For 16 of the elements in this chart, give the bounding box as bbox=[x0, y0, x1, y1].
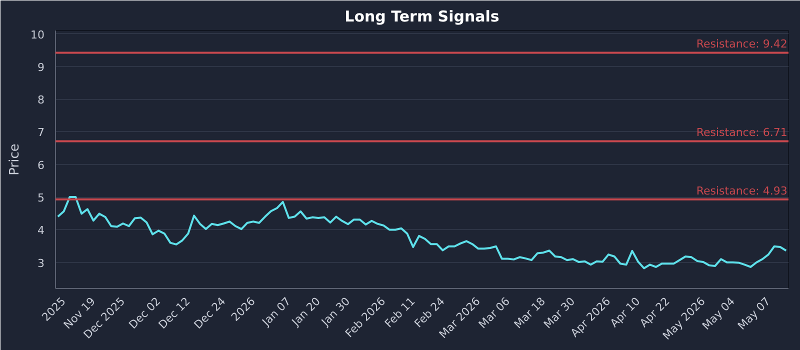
y-tick-label: 6 bbox=[38, 158, 44, 172]
y-tick-label: 3 bbox=[38, 256, 44, 270]
y-tick-label: 10 bbox=[30, 28, 45, 42]
ref-line-label: Resistance: 4.93 bbox=[696, 184, 788, 198]
y-tick-label: 4 bbox=[38, 224, 44, 238]
y-tick-label: 7 bbox=[38, 126, 44, 140]
x-tick-label: Dec 24 bbox=[192, 294, 228, 332]
y-tick-label: 5 bbox=[38, 192, 44, 205]
chart-title: Long Term Signals bbox=[344, 8, 500, 26]
line-series bbox=[56, 196, 788, 270]
y-tick-label: 8 bbox=[38, 94, 44, 107]
y-axis-title: Price bbox=[8, 144, 23, 176]
y-tick-label: 9 bbox=[38, 60, 44, 74]
ref-line-label: Resistance: 9.42 bbox=[696, 38, 788, 51]
x-tick-label: Jan 20 bbox=[288, 294, 323, 330]
ref-line-label: Resistance: 6.71 bbox=[696, 126, 788, 140]
